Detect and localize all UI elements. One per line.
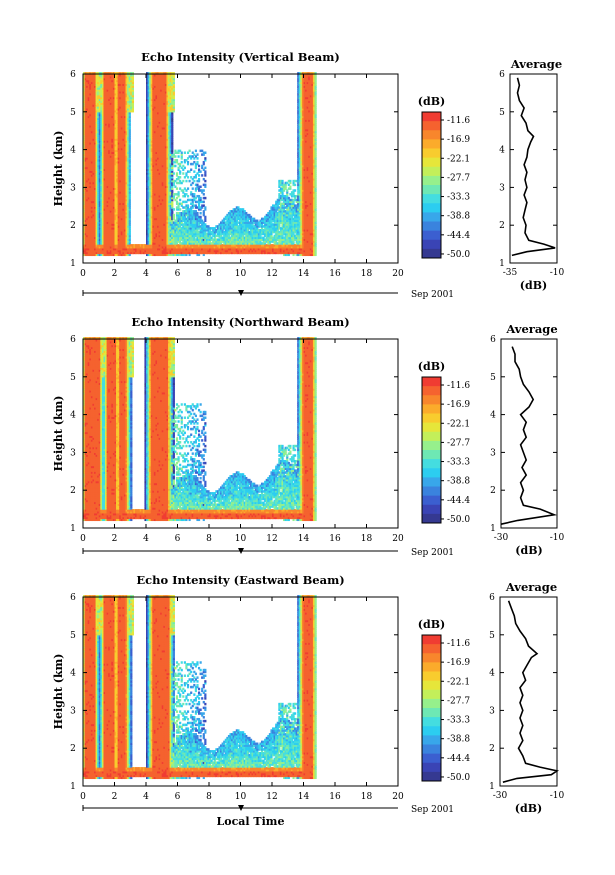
chart-panel-0: Echo Intensity (Vertical Beam)0 2 4 6 8 10 12 1…	[52, 50, 565, 300]
chart-title: Echo Intensity (Vertical Beam)	[141, 50, 340, 64]
heatmap-cells	[83, 72, 317, 256]
